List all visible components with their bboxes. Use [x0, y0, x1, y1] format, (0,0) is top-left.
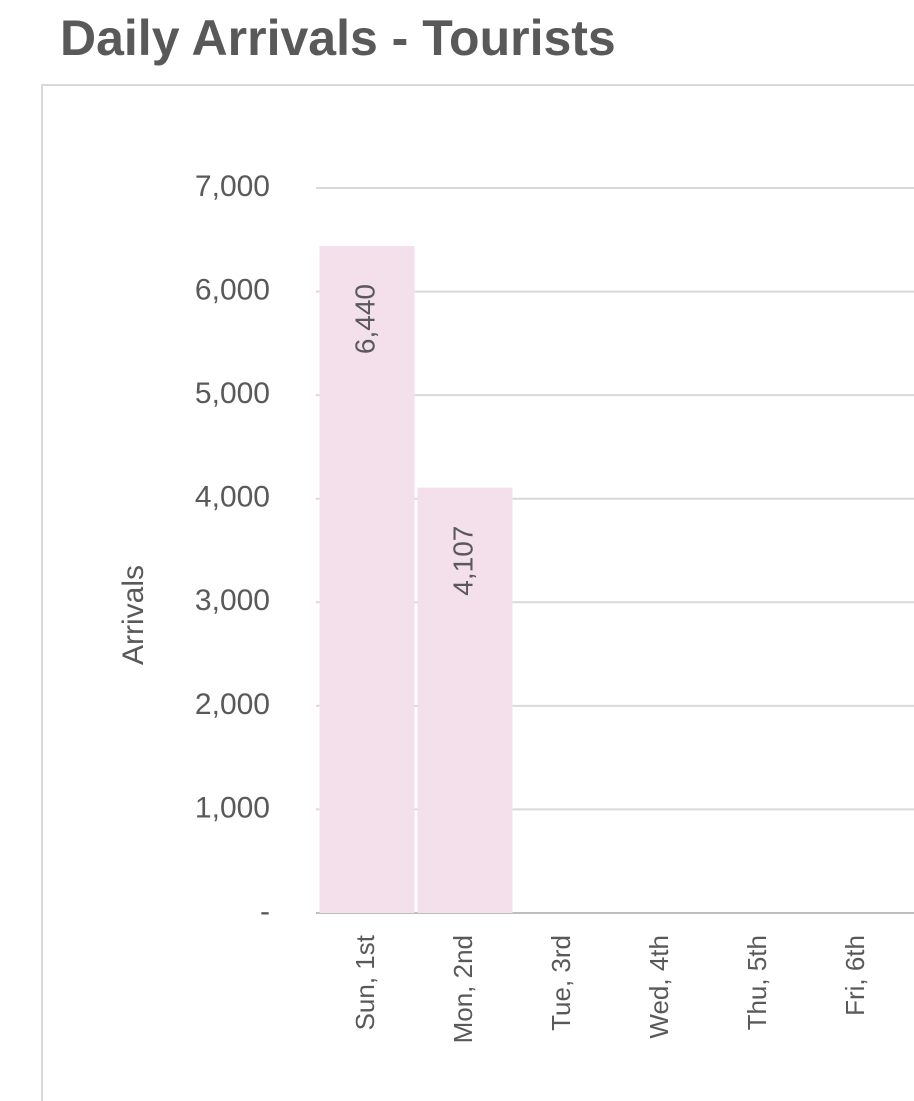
x-tick-label: Mon, 2nd — [448, 935, 478, 1043]
bar — [417, 487, 513, 913]
x-tick-label: Sun, 1st — [350, 934, 380, 1030]
bar — [319, 246, 415, 913]
x-tick-label: Tue, 3rd — [546, 935, 576, 1031]
y-tick-label: 1,000 — [195, 791, 270, 824]
y-tick-label: 4,000 — [195, 481, 270, 514]
y-tick-label: 5,000 — [195, 377, 270, 410]
chart-title: Daily Arrivals - Tourists — [60, 10, 616, 66]
y-tick-label: 7,000 — [195, 170, 270, 203]
x-tick-label: Thu, 5th — [742, 935, 772, 1030]
y-axis-title: Arrivals — [117, 565, 150, 665]
y-tick-label: 6,000 — [195, 273, 270, 306]
y-tick-label: 2,000 — [195, 688, 270, 721]
data-label: 4,107 — [447, 526, 478, 596]
x-tick-label: Fri, 6th — [840, 935, 870, 1016]
x-tick-label: Wed, 4th — [644, 935, 674, 1039]
y-tick-label: 3,000 — [195, 584, 270, 617]
chart-frame — [41, 84, 914, 1101]
y-tick-label: - — [260, 895, 270, 928]
data-label: 6,440 — [349, 284, 380, 354]
